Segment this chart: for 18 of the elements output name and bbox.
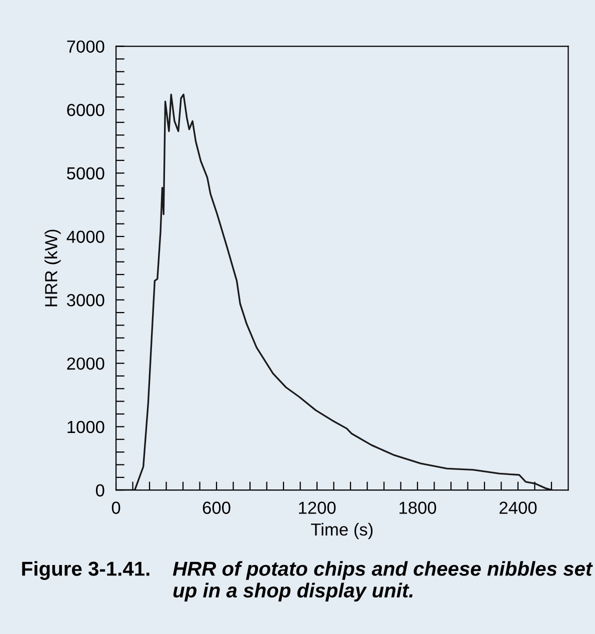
y-tick-label: 1000 [68, 420, 104, 434]
y-tick-label: 0 [96, 484, 104, 497]
x-tick-label: 2400 [500, 502, 537, 514]
y-tick-label: 6000 [67, 104, 104, 116]
x-tick-label: 600 [202, 502, 230, 514]
x-tick-label: 1800 [400, 502, 436, 514]
x-tick-label: 0 [112, 502, 120, 514]
y-tick-label: 2000 [67, 357, 104, 370]
caption: Figure 3-1.41. [22, 561, 150, 580]
x-tick-label: 1200 [299, 502, 336, 514]
text: HRR of potato chips and cheese nibbles set up in a shop display unit. [172, 561, 593, 602]
y-tick-label: 3000 [66, 294, 104, 306]
y-tick-label: 5000 [66, 167, 104, 180]
y-tick-label: 4000 [66, 230, 104, 243]
x-axis-title: Time (s) [311, 522, 373, 540]
y-axis-title: HRR (kW) [44, 230, 61, 306]
line-series [116, 94, 553, 490]
y-tick-label: 7000 [67, 40, 104, 53]
